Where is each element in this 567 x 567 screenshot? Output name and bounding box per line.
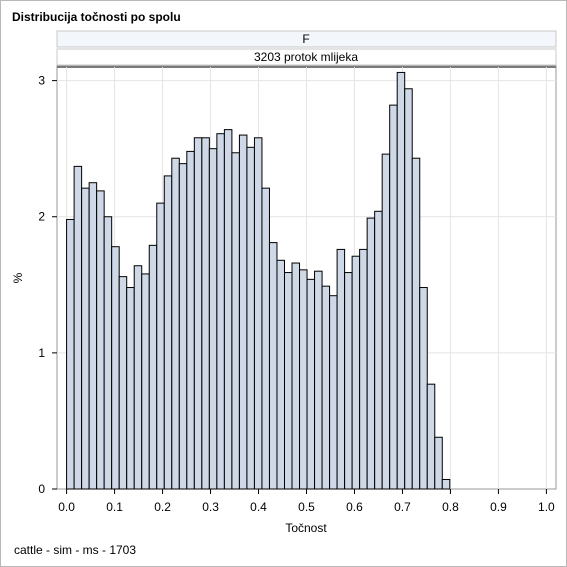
histogram-bar	[411, 157, 421, 490]
panel-header-1: F	[302, 32, 309, 46]
x-tick-label: 0.2	[154, 500, 171, 514]
histogram-bar	[299, 269, 308, 490]
histogram-bar	[404, 88, 413, 490]
x-axis-label: Točnost	[285, 521, 327, 535]
histogram-bar	[163, 175, 173, 490]
histogram-bar	[283, 272, 293, 490]
y-axis-label: %	[11, 272, 25, 283]
x-tick-label: 0.4	[250, 500, 267, 514]
histogram-bar	[253, 137, 263, 490]
histogram-bar	[103, 216, 113, 490]
x-tick-label: 0.1	[106, 500, 123, 514]
histogram-bar	[434, 436, 443, 490]
histogram-bar	[419, 287, 428, 490]
histogram-bar	[306, 278, 316, 490]
y-tick-label: 3	[38, 74, 45, 88]
histogram-bar	[276, 259, 285, 490]
histogram-bar	[223, 129, 233, 490]
panel-header-1-box	[56, 30, 557, 48]
x-tick-label: 0.6	[346, 500, 363, 514]
histogram-bar	[314, 270, 323, 490]
y-tick-label: 0	[38, 482, 45, 496]
histogram-bar	[111, 246, 120, 490]
x-tick-label: 0.7	[394, 500, 411, 514]
histogram-bar	[359, 248, 368, 490]
x-tick-label: 0.0	[58, 500, 75, 514]
x-tick-label: 0.9	[490, 500, 507, 514]
histogram-bar	[374, 210, 383, 490]
x-tick-label: 0.3	[202, 500, 219, 514]
histogram-bar	[178, 163, 188, 490]
histogram-bar	[426, 383, 436, 490]
histogram-bar	[329, 295, 338, 490]
histogram-bar	[193, 137, 203, 490]
x-tick-label: 1.0	[538, 500, 555, 514]
chart-title: Distribucija točnosti po spolu	[12, 10, 181, 24]
x-axis: 0.0 0.1 0.2 0.3 0.4 0.5 0.6 0.7 0.8 0.9 1.0	[58, 489, 555, 514]
histogram-bar	[396, 71, 406, 490]
histogram-bar	[291, 262, 301, 490]
histogram-bar	[366, 217, 376, 490]
histogram-bar	[96, 190, 105, 490]
y-tick-label: 2	[38, 210, 45, 224]
histogram-bar	[186, 150, 195, 490]
panel-header-2: 3203 protok mlijeka	[254, 50, 358, 64]
histogram-bar	[389, 104, 398, 490]
x-tick-label: 0.5	[298, 500, 315, 514]
histogram-bar	[81, 187, 90, 490]
histogram-bar	[321, 285, 331, 490]
histogram-bar	[441, 478, 451, 490]
histogram-bar	[268, 242, 278, 490]
footnote: cattle - sim - ms - 1703	[14, 543, 137, 557]
histogram-bar	[344, 272, 353, 490]
histogram-bar	[381, 153, 391, 490]
histogram-bar	[238, 134, 248, 490]
histogram-bar	[351, 255, 361, 490]
histogram-bar	[231, 152, 240, 490]
histogram-bar	[148, 244, 158, 490]
x-tick-label: 0.8	[442, 500, 459, 514]
histogram-bar	[261, 187, 270, 490]
panel-header-2-box	[56, 48, 557, 66]
histogram-bar	[126, 287, 135, 490]
histogram-bar	[118, 276, 128, 490]
histogram-bar	[246, 146, 255, 490]
histogram-bar	[88, 182, 98, 490]
histogram-bar	[156, 202, 165, 490]
histogram-bar	[141, 273, 150, 490]
histogram-bar	[66, 218, 75, 490]
histogram-bar	[336, 248, 346, 490]
histogram-bar	[73, 165, 83, 490]
histogram-bar	[171, 157, 180, 490]
histogram-bar	[133, 265, 143, 490]
histogram-bar	[208, 148, 218, 490]
y-axis: 0 1 2 3	[38, 74, 57, 496]
y-tick-label: 1	[38, 346, 45, 360]
histogram-bar	[201, 137, 210, 490]
histogram-bar	[216, 133, 225, 490]
